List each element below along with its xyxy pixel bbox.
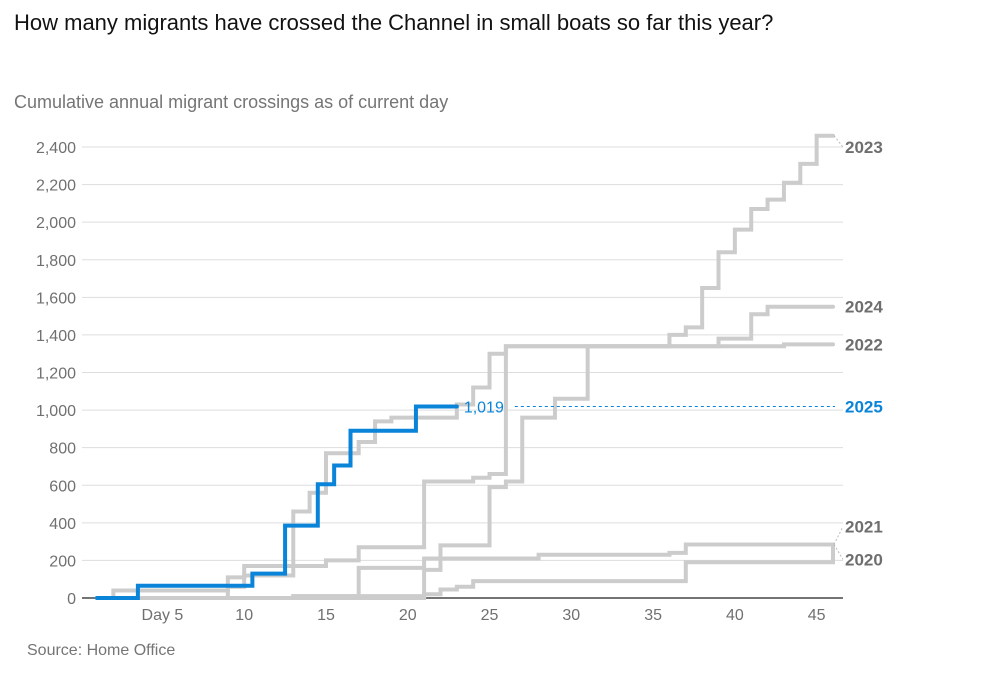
series-label-2023: 2023 xyxy=(845,138,883,157)
label-connector xyxy=(833,544,844,560)
series-label-2022: 2022 xyxy=(845,335,883,354)
series-line-2022 xyxy=(95,342,835,600)
y-tick-label: 1,600 xyxy=(36,290,76,307)
chart-subtitle: Cumulative annual migrant crossings as o… xyxy=(14,92,449,112)
y-tick-label: 400 xyxy=(49,516,76,533)
y-tick-label: 0 xyxy=(67,591,76,608)
y-tick-label: 600 xyxy=(49,478,76,495)
label-connector xyxy=(833,135,844,148)
series-line-2020 xyxy=(95,542,835,600)
x-tick-label: 30 xyxy=(562,607,580,624)
x-axis-ticks: Day 5 10 15 20 25 30 35 40 45 xyxy=(142,607,826,624)
series-labels: 2023 2024 2022 2025 2021 2020 xyxy=(833,135,883,569)
x-tick-label: Day 5 xyxy=(142,607,184,624)
y-tick-label: 2,000 xyxy=(36,215,76,232)
y-tick-label: 2,400 xyxy=(36,140,76,157)
y-tick-label: 1,400 xyxy=(36,328,76,345)
x-tick-label: 40 xyxy=(726,607,744,624)
y-tick-label: 800 xyxy=(49,441,76,458)
series-end-value-label: 1,019 xyxy=(464,400,504,417)
y-axis-ticks: 0 200 400 600 800 1,000 1,200 1,400 1,600 1,800 2,… xyxy=(36,140,76,608)
y-tick-label: 1,800 xyxy=(36,253,76,270)
x-tick-label: 15 xyxy=(317,607,335,624)
series-label-2021: 2021 xyxy=(845,518,883,537)
chart-title: How many migrants have crossed the Chann… xyxy=(14,10,774,35)
series-line-2023 xyxy=(95,133,835,600)
x-tick-label: 25 xyxy=(481,607,499,624)
y-tick-label: 1,000 xyxy=(36,403,76,420)
series-label-2024: 2024 xyxy=(845,298,883,317)
source-note: Source: Home Office xyxy=(27,642,176,659)
x-tick-label: 20 xyxy=(399,607,417,624)
y-tick-label: 2,200 xyxy=(36,178,76,195)
gridlines xyxy=(82,146,843,599)
series-lines: 1,019 xyxy=(95,133,835,600)
y-tick-label: 1,200 xyxy=(36,366,76,383)
series-label-2025: 2025 xyxy=(845,398,883,417)
x-tick-label: 35 xyxy=(644,607,662,624)
series-line-2025 xyxy=(95,404,459,600)
x-tick-label: 10 xyxy=(235,607,253,624)
x-tick-label: 45 xyxy=(808,607,826,624)
series-line-2024 xyxy=(95,304,835,600)
series-label-2020: 2020 xyxy=(845,550,883,569)
y-tick-label: 200 xyxy=(49,553,76,570)
label-connector xyxy=(833,526,844,545)
